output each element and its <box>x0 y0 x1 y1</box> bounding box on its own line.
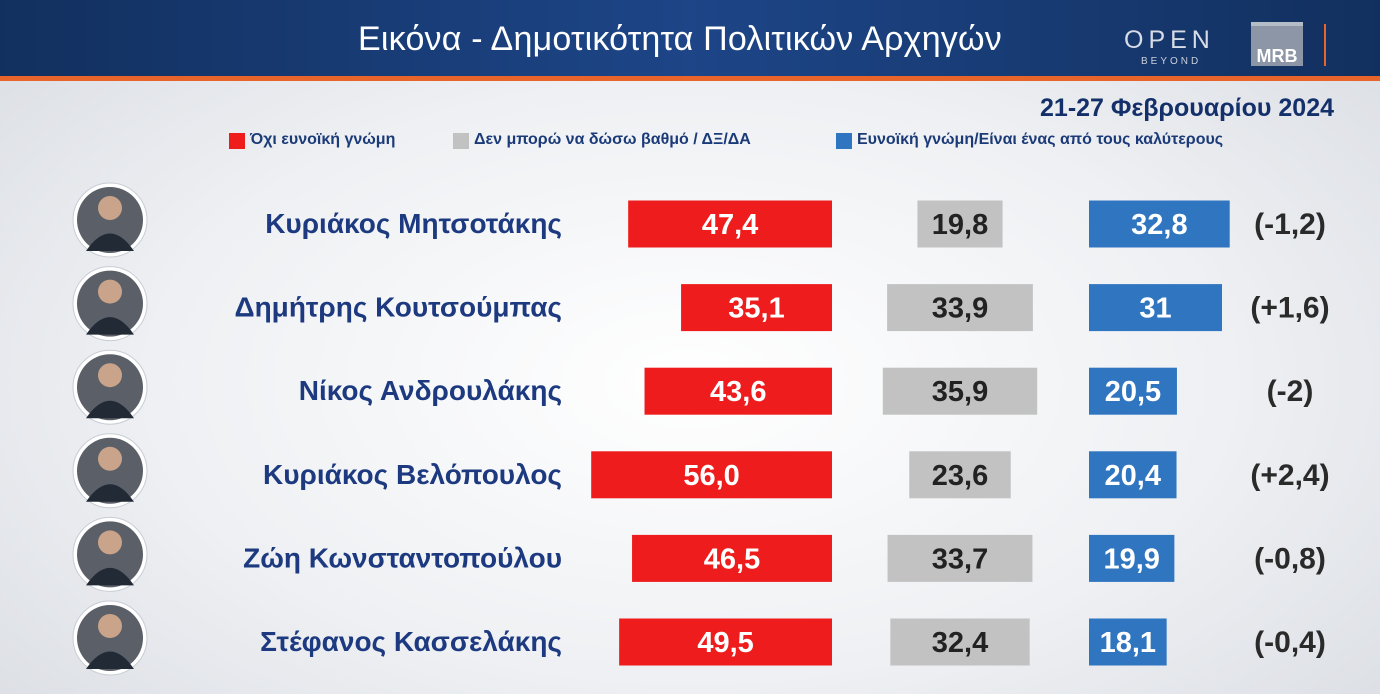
avatar-shoulders <box>86 400 134 419</box>
value-label-positive: 19,9 <box>1103 543 1159 575</box>
bar-neutral <box>887 284 1033 332</box>
avatar-shoulders <box>86 317 134 335</box>
change-label: (-0,8) <box>1254 542 1326 575</box>
value-label-neutral: 23,6 <box>932 460 988 492</box>
avatar-shoulders <box>86 651 134 669</box>
value-label-neutral: 33,7 <box>932 543 988 575</box>
avatar-face <box>98 196 122 220</box>
open-beyond-logo: BEYOND <box>1141 56 1202 67</box>
value-label-negative: 35,1 <box>728 293 784 325</box>
legend-label-positive: Ευνοϊκή γνώμη/Είναι ένας από τους καλύτε… <box>857 131 1224 148</box>
value-label-positive: 32,8 <box>1131 209 1187 241</box>
leader-name: Στέφανος Κασσελάκης <box>260 626 562 657</box>
value-label-negative: 46,5 <box>704 543 760 575</box>
value-label-negative: 49,5 <box>697 627 753 659</box>
bar-positive <box>1089 200 1230 248</box>
avatar-face <box>98 530 122 555</box>
value-label-neutral: 35,9 <box>932 376 988 408</box>
value-label-neutral: 33,9 <box>932 293 988 325</box>
value-label-positive: 18,1 <box>1100 627 1156 659</box>
bar-negative <box>591 451 832 499</box>
legend-swatch-negative <box>229 133 245 149</box>
value-label-positive: 31 <box>1139 293 1171 325</box>
mrb-logo: MRB <box>1251 22 1303 66</box>
leader-name: Νίκος Ανδρουλάκης <box>299 375 562 406</box>
change-label: (+2,4) <box>1250 459 1329 492</box>
change-label: (-2) <box>1267 375 1314 408</box>
leader-name: Ζώη Κωνσταντοπούλου <box>243 542 562 573</box>
avatar-shoulders <box>86 567 134 586</box>
value-label-negative: 47,4 <box>702 209 758 241</box>
bar-positive <box>1089 367 1177 415</box>
leader-name: Κυριάκος Μητσοτάκης <box>265 208 562 239</box>
bar-neutral <box>917 200 1003 248</box>
change-label: (-0,4) <box>1254 626 1326 659</box>
bar-negative <box>619 618 832 666</box>
leader-name: Δημήτρης Κουτσούμπας <box>234 292 562 323</box>
header-bar: Εικόνα - Δημοτικότητα Πολιτικών Αρχηγών … <box>0 0 1380 78</box>
avatar-face <box>98 614 122 638</box>
legend-label-neutral: Δεν μπορώ να δώσω βαθμό / ΔΞ/ΔΑ <box>474 131 751 148</box>
avatar-face <box>98 363 122 388</box>
avatar-face <box>98 279 122 304</box>
change-label: (-1,2) <box>1254 208 1326 241</box>
legend-swatch-neutral <box>453 133 469 149</box>
value-label-negative: 43,6 <box>710 376 766 408</box>
value-label-neutral: 19,8 <box>932 209 988 241</box>
value-label-negative: 56,0 <box>683 460 739 492</box>
open-logo: OPEN <box>1124 26 1215 54</box>
survey-date: 21-27 Φεβρουαρίου 2024 <box>1040 94 1334 122</box>
bar-neutral <box>909 451 1011 499</box>
value-label-positive: 20,5 <box>1105 376 1161 408</box>
avatar-face <box>98 446 122 471</box>
change-label: (+1,6) <box>1250 292 1329 325</box>
bar-negative <box>628 200 832 248</box>
value-label-neutral: 32,4 <box>932 627 988 659</box>
avatar-shoulders <box>86 233 134 251</box>
bar-negative <box>632 534 832 582</box>
value-label-positive: 20,4 <box>1105 460 1161 492</box>
bar-positive <box>1089 534 1175 582</box>
legend-swatch-positive <box>836 133 852 149</box>
bar-negative <box>681 284 832 332</box>
header-accent-line <box>0 76 1380 81</box>
bar-positive <box>1089 284 1222 332</box>
bar-neutral <box>890 618 1030 666</box>
legend-label-negative: Όχι ευνοϊκή γνώμη <box>250 131 396 148</box>
leader-name: Κυριάκος Βελόπουλος <box>263 459 562 490</box>
bar-positive <box>1089 451 1177 499</box>
bar-neutral <box>887 534 1033 582</box>
avatar-shoulders <box>86 484 134 502</box>
bar-neutral <box>882 367 1038 415</box>
bar-positive <box>1089 618 1167 666</box>
page-title: Εικόνα - Δημοτικότητα Πολιτικών Αρχηγών <box>358 20 1002 58</box>
bar-negative <box>644 367 832 415</box>
header-divider <box>1324 24 1326 66</box>
